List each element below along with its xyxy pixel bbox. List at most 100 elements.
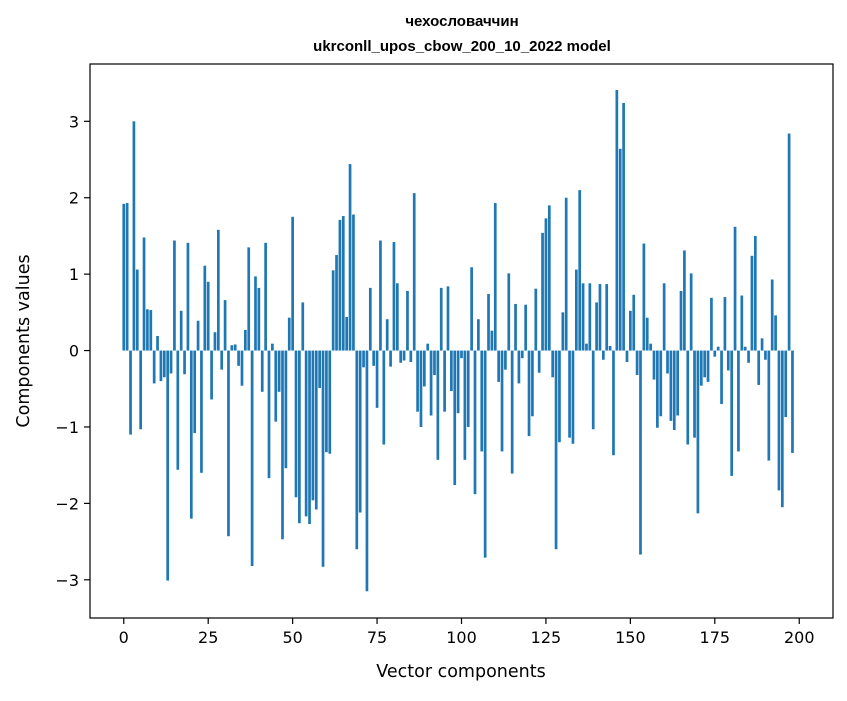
bar-8: [149, 310, 153, 351]
bar-166: [683, 250, 686, 351]
bar-35: [240, 350, 244, 386]
bar-53: [301, 302, 305, 351]
bar-60: [325, 350, 328, 453]
bar-92: [433, 350, 436, 375]
y-axis-ticks: −3 −2 −1 0 1 2 3: [55, 112, 90, 590]
bar-189: [760, 338, 764, 351]
bar-178: [723, 297, 727, 351]
bar-179: [726, 350, 730, 371]
bar-195: [780, 350, 784, 508]
bar-73: [368, 287, 372, 351]
bar-112: [500, 350, 504, 452]
bar-153: [639, 350, 642, 555]
bars-group: [122, 89, 794, 592]
y-tick-label-1: −2: [55, 494, 79, 513]
bar-135: [578, 190, 582, 351]
bar-89: [423, 350, 426, 387]
y-tick-label-2: −1: [55, 418, 79, 437]
bar-148: [622, 102, 625, 351]
x-tick-label-8: 200: [784, 628, 815, 647]
bar-96: [446, 286, 450, 351]
bar-188: [757, 350, 761, 385]
bar-155: [645, 317, 649, 351]
bar-47: [281, 350, 284, 540]
bar-28: [216, 229, 220, 351]
bar-150: [629, 310, 632, 351]
bar-160: [662, 283, 666, 351]
bar-71: [362, 350, 365, 368]
bar-45: [274, 350, 278, 422]
bar-132: [568, 350, 571, 438]
x-tick-label-3: 75: [367, 628, 387, 647]
bar-174: [710, 297, 713, 351]
bar-124: [541, 232, 544, 351]
bar-194: [777, 350, 781, 491]
bar-134: [574, 269, 578, 351]
bar-154: [642, 243, 646, 351]
bar-5: [139, 350, 143, 430]
bar-133: [571, 350, 575, 444]
bar-24: [203, 265, 207, 351]
bar-14: [169, 350, 173, 374]
bar-22: [196, 320, 200, 351]
bar-141: [598, 284, 602, 351]
bar-18: [183, 350, 186, 375]
bar-164: [676, 350, 679, 416]
bar-165: [679, 290, 683, 351]
chart-title-line-2: ukrconll_upos_cbow_200_10_2022 model: [313, 38, 611, 55]
bar-115: [510, 350, 514, 474]
bar-125: [544, 218, 548, 351]
bar-114: [507, 273, 511, 351]
bar-95: [443, 350, 446, 412]
bar-151: [632, 294, 636, 351]
bar-43: [267, 350, 271, 479]
bar-21: [193, 350, 197, 434]
bar-97: [450, 350, 453, 392]
bar-129: [558, 350, 561, 443]
bar-99: [456, 350, 460, 414]
bar-63: [335, 255, 338, 351]
bar-81: [395, 283, 399, 351]
x-axis-label: Vector components: [376, 662, 545, 682]
bar-145: [612, 350, 615, 456]
bar-62: [331, 270, 335, 351]
bar-37: [247, 247, 251, 351]
bar-107: [483, 350, 487, 558]
bar-127: [551, 350, 555, 378]
bar-1: [125, 203, 129, 351]
bar-163: [672, 350, 676, 431]
bar-10: [156, 336, 159, 351]
bar-36: [244, 329, 247, 351]
bar-23: [200, 350, 203, 473]
bar-144: [608, 345, 612, 351]
bar-83: [402, 350, 406, 361]
bar-4: [135, 269, 139, 351]
bar-9: [152, 350, 156, 384]
bar-78: [385, 319, 389, 351]
bar-69: [355, 350, 359, 550]
bar-94: [439, 287, 443, 351]
bar-51: [294, 350, 298, 498]
bar-75: [375, 350, 379, 408]
bar-187: [753, 235, 757, 351]
bar-137: [585, 343, 588, 351]
bar-74: [372, 350, 376, 366]
bar-106: [480, 350, 484, 452]
bar-123: [537, 350, 541, 373]
bar-50: [291, 216, 294, 351]
bar-40: [257, 287, 261, 351]
bar-16: [176, 350, 180, 470]
bar-122: [534, 288, 538, 351]
bar-180: [730, 350, 734, 476]
bar-198: [791, 350, 794, 453]
bar-197: [787, 133, 791, 351]
bar-82: [399, 350, 403, 363]
bar-143: [605, 284, 609, 351]
bar-192: [770, 279, 774, 351]
bar-88: [419, 350, 423, 427]
bar-26: [210, 350, 213, 400]
bar-156: [649, 343, 652, 351]
bar-130: [561, 312, 565, 351]
